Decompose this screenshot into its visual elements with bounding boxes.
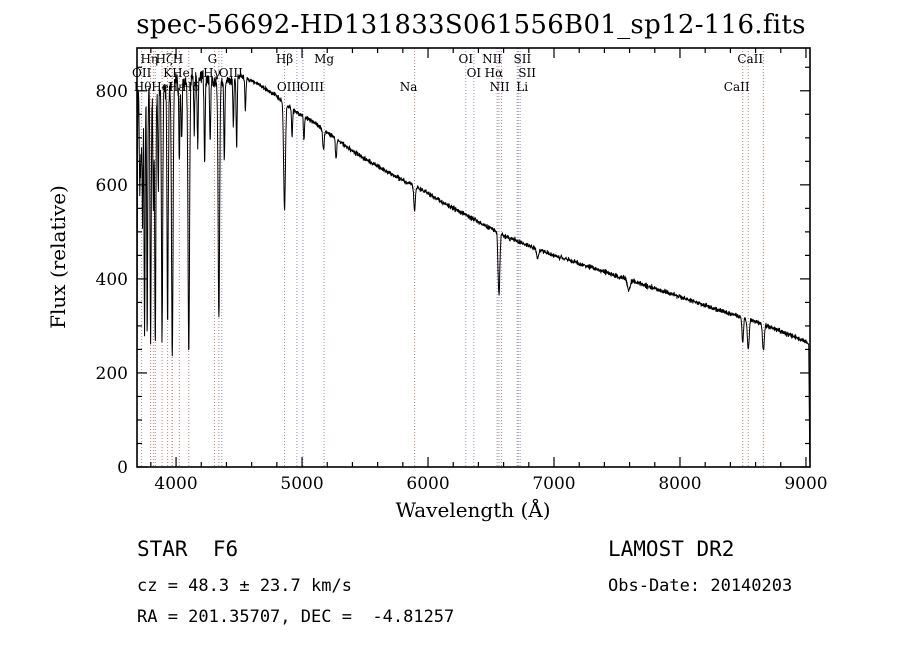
spectral-line-label: Hγ: [203, 66, 221, 80]
spectral-line-label: OI: [459, 52, 474, 66]
spectral-line-label: OIII: [300, 80, 324, 94]
spectral-line-label: CaII: [737, 52, 763, 66]
spectral-line-label: SII: [513, 52, 531, 66]
spectral-line-label: HeI: [151, 80, 174, 94]
ra-dec-text: RA = 201.35707, DEC = -4.81257: [137, 607, 455, 627]
spectral-line-label: G: [208, 52, 218, 66]
y-tick-label: 600: [96, 176, 128, 196]
x-axis-label: Wavelength (Å): [395, 498, 551, 522]
x-tick-label: 4000: [154, 474, 197, 494]
spectral-line-label: Li: [516, 80, 528, 94]
x-tick-label: 7000: [532, 474, 575, 494]
plot-title: spec-56692-HD131833S061556B01_sp12-116.f…: [136, 10, 806, 40]
y-tick-label: 200: [96, 364, 128, 384]
cz-velocity-text: cz = 48.3 ± 23.7 km/s: [137, 576, 352, 596]
spectral-line-label: Hζ: [156, 52, 173, 66]
spectral-line-label: NII: [482, 52, 502, 66]
spectral-line-label: SII: [518, 66, 536, 80]
spectral-line-label: OII: [132, 66, 152, 80]
x-tick-label: 9000: [784, 474, 827, 494]
y-tick-label: 400: [96, 270, 128, 290]
spectral-line-label: OIII: [219, 66, 243, 80]
spectral-line-label: K: [163, 66, 173, 80]
x-tick-label: 8000: [658, 474, 701, 494]
plot-frame: [136, 47, 811, 468]
spectral-line-label: Hα: [485, 66, 504, 80]
spectral-line-label: Hθ: [134, 80, 152, 94]
spectral-line-label: Hδ: [182, 80, 200, 94]
survey-release-text: LAMOST DR2: [608, 537, 735, 561]
spectral-line-label: Mg: [314, 52, 334, 66]
spectral-line-label: Hε: [168, 80, 185, 94]
spectral-line-label: OIII: [277, 80, 301, 94]
spectral-line-label: CaII: [724, 80, 750, 94]
classification-text: STAR F6: [137, 537, 239, 561]
obs-date-text: Obs-Date: 20140203: [608, 576, 793, 596]
spectral-line-label: Hη: [140, 52, 158, 66]
spectral-line-label: Na: [400, 80, 418, 94]
spectral-line-label: NII: [490, 80, 510, 94]
spectral-line-label: OI: [467, 66, 482, 80]
spectral-line-label: Hβ: [276, 52, 293, 66]
spectral-line-label: H: [173, 52, 183, 66]
x-tick-label: 6000: [406, 474, 449, 494]
spectral-line-label: HeI: [172, 66, 195, 80]
y-tick-label: 800: [96, 82, 128, 102]
x-tick-label: 5000: [280, 474, 323, 494]
y-tick-label: 0: [117, 458, 128, 478]
spectrum-curve: [136, 69, 811, 463]
